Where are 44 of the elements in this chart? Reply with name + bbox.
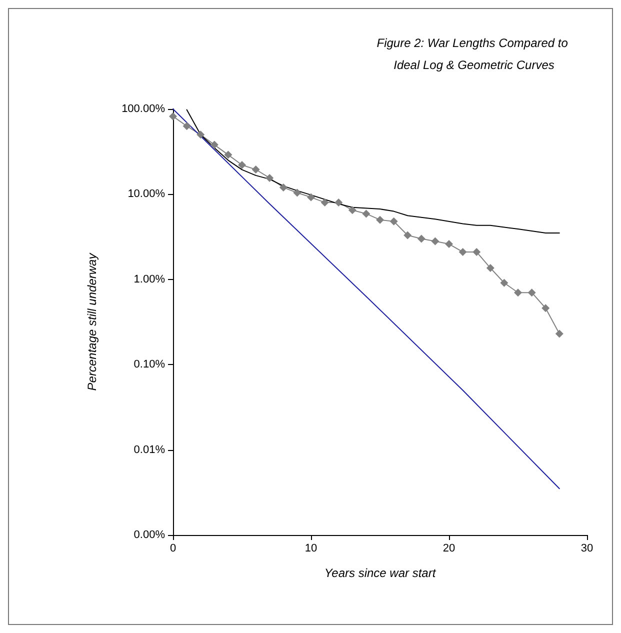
point <box>431 237 440 246</box>
point <box>196 130 205 139</box>
point <box>279 183 288 192</box>
point <box>528 288 536 297</box>
point <box>376 216 384 224</box>
point <box>182 122 191 130</box>
y-axis-title: Percentage still underway <box>85 252 99 391</box>
point <box>417 234 426 243</box>
point <box>486 264 494 272</box>
point <box>210 140 218 149</box>
point <box>320 198 329 206</box>
point <box>293 188 302 197</box>
line-series <box>186 109 560 234</box>
x-axis-title: Years since war start <box>324 566 436 580</box>
y-tick-label: 0.10% <box>134 358 166 371</box>
y-tick-label: 100.00% <box>122 103 166 115</box>
point <box>458 248 467 256</box>
point <box>224 150 232 159</box>
x-tick-label: 0 <box>170 542 176 554</box>
point <box>542 304 550 312</box>
point <box>252 165 260 174</box>
point <box>500 278 508 287</box>
point <box>362 210 370 218</box>
point <box>555 330 564 338</box>
point <box>238 161 246 170</box>
y-tick-label: 10.00% <box>128 188 166 200</box>
point <box>390 217 398 226</box>
point <box>266 174 274 182</box>
point <box>404 231 412 240</box>
point <box>334 198 343 206</box>
x-tick-label: 30 <box>580 542 594 554</box>
chart-title: Figure 2: War Lengths Compared to Ideal Log & Geometric Curves <box>376 36 572 72</box>
point <box>472 248 481 256</box>
x-tick-label: 20 <box>442 542 456 554</box>
line-series <box>172 108 560 490</box>
point <box>169 112 177 120</box>
y-tick-label: 0.00% <box>134 529 166 541</box>
y-tick-label: 0.01% <box>134 444 166 456</box>
point <box>348 206 356 214</box>
x-tick-label: 10 <box>304 542 318 554</box>
point <box>514 288 522 297</box>
point <box>307 193 315 202</box>
y-tick-label: 1.00% <box>134 273 166 286</box>
point <box>445 240 453 248</box>
